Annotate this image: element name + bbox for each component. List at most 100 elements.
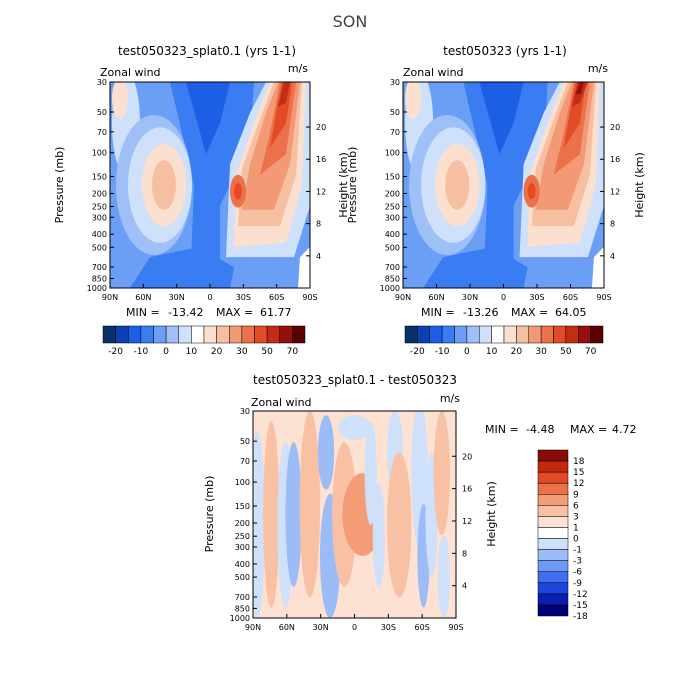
pressure-tick-label: 70 [240,457,250,466]
colorbar-label: 20 [211,347,223,357]
colorbar: -20 -10 0 10 20 30 50 70 [102,325,306,357]
pressure-tick-label: 300 [385,213,400,222]
contour-band [278,82,290,107]
lat-tick-label: 0 [352,623,357,632]
contour-band [299,411,320,598]
max-value: 4.72 [612,423,637,436]
contour-band [317,415,335,490]
pressure-tick-label: 850 [385,274,400,283]
colorbar-label: -20 [410,347,425,357]
y2label: Height (km) [633,152,646,218]
panel-label-right: m/s [288,62,308,75]
pressure-tick-label: 700 [385,263,400,272]
colorbar-label: -6 [573,568,582,578]
contour-band [479,82,524,155]
page-title: SON [333,12,368,31]
lat-tick-label: 30S [529,293,544,302]
lat-tick-label: 30N [313,623,329,632]
max-label: MAX = [570,423,607,436]
panel-label-left: Zonal wind [100,66,161,79]
lat-tick-label: 30N [169,293,185,302]
contour-band [405,82,422,120]
lat-tick-label: 0 [501,293,506,302]
colorbar-swatch [178,325,192,344]
colorbar-label: -20 [108,347,123,357]
contour-band [234,182,242,200]
pressure-tick-label: 150 [235,502,250,511]
height-tick-label: 20 [316,123,326,132]
panel-top-right: test050323 (yrs 1-1) Zonal wind m/s 30 50… [346,44,646,357]
lat-tick-label: 60S [269,293,284,302]
max-label: MAX = [216,306,253,319]
colorbar-swatch [537,505,569,517]
pressure-tick-label: 400 [385,230,400,239]
lat-tick-label: 90S [302,293,317,302]
lat-tick-label: 90N [245,623,261,632]
colorbar-swatch [537,604,569,617]
colorbar-label: -10 [435,347,450,357]
colorbar-swatch [417,325,430,344]
contour-band [186,82,230,155]
colorbar-label: 20 [511,347,523,357]
colorbar-label: -18 [573,612,588,622]
pressure-tick-label: 200 [235,519,250,528]
colorbar-swatch [516,325,529,344]
pressure-tick-label: 100 [385,149,400,158]
contour-band [591,246,604,288]
colorbar-label: 0 [573,535,579,545]
contour-band [112,82,128,120]
lat-tick-label: 90N [102,293,118,302]
height-tick-label: 4 [462,582,467,591]
lat-axis: 90N 60N 30N 0 30S 60S 90S [245,614,464,632]
contour-band [298,246,310,288]
colorbar-swatch [537,527,569,539]
height-tick-label: 12 [462,517,472,526]
contour-field [253,411,456,618]
colorbar-label: 30 [535,347,547,357]
pressure-tick-label: 850 [92,274,107,283]
colorbar-swatch [537,582,569,595]
pressure-tick-label: 300 [235,543,250,552]
contour-field [403,82,604,288]
colorbar-swatch [537,471,569,484]
lat-tick-label: 90S [448,623,463,632]
colorbar-swatch [140,325,154,344]
lat-axis: 90N 60N 30N 0 30S 60S 90S [395,284,612,302]
colorbar-label: 9 [573,490,579,500]
min-label: MIN = [421,306,455,319]
colorbar-swatch [537,549,569,561]
pressure-tick-label: 1000 [380,284,400,293]
min-label: MIN = [485,423,519,436]
contour-band [463,82,548,288]
lat-tick-label: 60S [415,623,430,632]
pressure-tick-label: 700 [235,593,250,602]
colorbar-swatch [537,571,569,584]
height-tick-label: 8 [610,220,615,229]
colorbar-swatch [565,325,579,344]
pressure-tick-label: 70 [97,128,107,137]
pressure-tick-label: 30 [390,78,400,87]
colorbar-label: 6 [573,501,579,511]
colorbar-swatch [537,494,569,506]
pressure-tick-label: 30 [240,407,250,416]
colorbar-label: -3 [573,557,582,567]
contour-band [253,431,266,618]
colorbar-label: -15 [573,601,588,611]
pressure-tick-label: 500 [92,243,107,252]
colorbar-swatch [466,325,480,344]
pressure-tick-label: 200 [92,189,107,198]
colorbar-label: 1 [573,523,579,533]
height-tick-label: 20 [610,123,620,132]
contour-band [372,483,385,587]
colorbar-swatch [441,325,455,344]
colorbar-label: 0 [464,347,470,357]
lat-tick-label: 60S [563,293,578,302]
colorbar-label: 50 [560,347,572,357]
colorbar-swatch [537,460,569,473]
lat-axis: 90N 60N 30N 0 30S 60S 90S [102,284,318,302]
pressure-tick-label: 150 [385,173,400,182]
